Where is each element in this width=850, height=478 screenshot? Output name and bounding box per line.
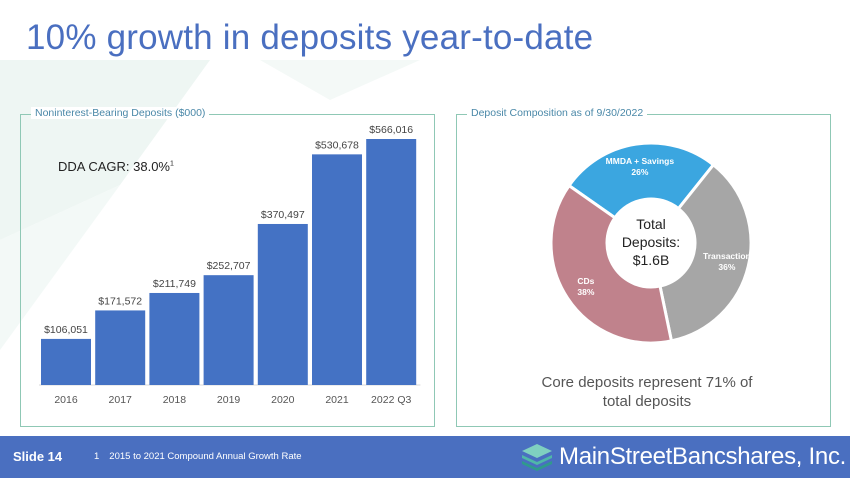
company-logo: MainStreetBancshares, Inc. (519, 441, 846, 473)
slice-percent-label: 36% (718, 262, 735, 272)
center-line-1: Total (636, 216, 666, 232)
logo-text: MainStreetBancshares, Inc. (559, 443, 847, 470)
bar (95, 310, 146, 385)
slice-cds (549, 183, 674, 345)
footnote-text: 2015 to 2021 Compound Annual Growth Rate (109, 451, 302, 462)
x-tick-label: 2020 (271, 394, 295, 406)
pie-chart-panel: Deposit Composition as of 9/30/2022 MMDA… (456, 107, 831, 427)
x-tick-label: 2017 (109, 394, 133, 406)
footnote: 1 2015 to 2021 Compound Annual Growth Rat… (94, 451, 302, 462)
layered-diamond-icon (522, 444, 552, 471)
donut-center-label: Total Deposits: $1.6B (571, 215, 731, 269)
bar-data-label: $370,497 (261, 209, 305, 221)
core-note-line-2: total deposits (602, 393, 692, 410)
bar-data-label: $530,678 (315, 139, 359, 151)
bar (203, 275, 254, 385)
bar-data-label: $566,016 (369, 124, 413, 136)
bar-chart-panel: Noninterest-Bearing Deposits ($000) DDA … (20, 107, 435, 427)
bar-data-label: $171,572 (98, 295, 142, 307)
slice-name-label: MMDA + Savings (606, 156, 675, 166)
slice-name-label: CDs (577, 276, 594, 286)
bar-panel-label: Noninterest-Bearing Deposits ($000) (31, 107, 210, 119)
core-note-line-1: Core deposits represent 71% of (541, 374, 753, 391)
bar (41, 338, 91, 385)
x-tick-label: 2016 (54, 394, 78, 406)
slice-percent-label: 38% (577, 287, 594, 297)
footnote-mark: 1 (94, 451, 100, 462)
page-title: 10% growth in deposits year-to-date (26, 18, 594, 57)
cagr-text: DDA CAGR: 38.0%1 (58, 159, 174, 174)
bar (366, 139, 417, 385)
center-line-3: $1.6B (632, 252, 670, 268)
core-deposits-note: Core deposits represent 71% of total dep… (497, 373, 797, 411)
center-line-2: Deposits: (621, 234, 681, 250)
x-tick-label: 2022 Q3 (371, 394, 411, 406)
slice-mmda-savings (566, 141, 716, 220)
bar-data-label: $106,051 (44, 324, 88, 336)
bar (312, 154, 362, 385)
cagr-value: DDA CAGR: 38.0% (58, 159, 170, 174)
x-tick-label: 2018 (163, 394, 187, 406)
pie-panel-label: Deposit Composition as of 9/30/2022 (467, 107, 648, 119)
bar-data-label: $252,707 (207, 260, 251, 272)
bar (149, 292, 200, 385)
x-tick-label: 2021 (325, 394, 349, 406)
footer-bar: Slide 14 1 2015 to 2021 Compound Annual G… (0, 436, 850, 478)
bar-data-label: $211,749 (153, 278, 196, 290)
bar (257, 223, 308, 385)
cagr-footnote-mark: 1 (170, 160, 174, 168)
slice-percent-label: 26% (631, 167, 648, 177)
x-tick-label: 2019 (217, 394, 241, 406)
slice-transaction (658, 162, 753, 343)
slide-number: Slide 14 (13, 449, 63, 464)
slice-name-label: Transaction (703, 251, 751, 261)
bar-chart: $106,051 2016 $171,572 2017 $211,749 2018 $252… (39, 124, 421, 406)
